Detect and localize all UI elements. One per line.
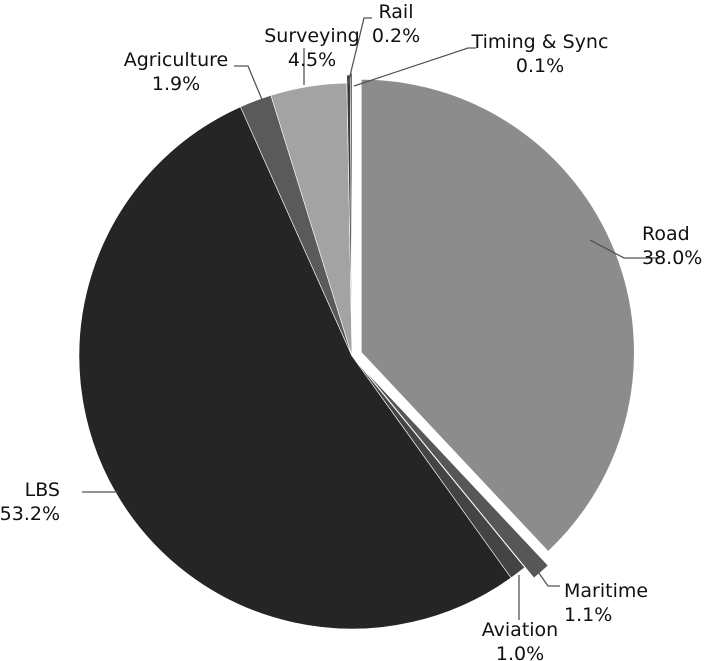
pie-slice-maritime [360, 366, 549, 579]
pie-slice-road [360, 79, 635, 552]
slice-name-label: Maritime [564, 580, 648, 602]
slice-value-label: 4.5% [288, 49, 336, 71]
slice-value-label: 0.1% [516, 55, 564, 77]
leader-line [347, 17, 372, 85]
slice-value-label: 53.2% [0, 503, 60, 525]
slice-value-label: 1.1% [564, 604, 612, 626]
leader-lines [82, 17, 660, 620]
slice-name-label: Surveying [264, 25, 359, 47]
slice-name-label: Timing & Sync [471, 31, 609, 53]
leader-line [234, 65, 264, 103]
slice-value-label: 38.0% [642, 247, 702, 269]
slice-value-label: 0.2% [372, 25, 420, 47]
slice-name-label: Rail [379, 1, 414, 23]
leader-line [589, 239, 660, 259]
leader-line [353, 47, 476, 87]
slice-value-label: 1.0% [496, 643, 544, 661]
slice-name-label: Agriculture [124, 49, 229, 71]
slice-name-label: Aviation [482, 619, 558, 641]
pie-slices [78, 72, 635, 630]
slice-name-label: Road [642, 223, 690, 245]
slice-name-label: LBS [25, 479, 60, 501]
slice-value-label: 1.9% [152, 73, 200, 95]
leader-line [533, 565, 560, 587]
